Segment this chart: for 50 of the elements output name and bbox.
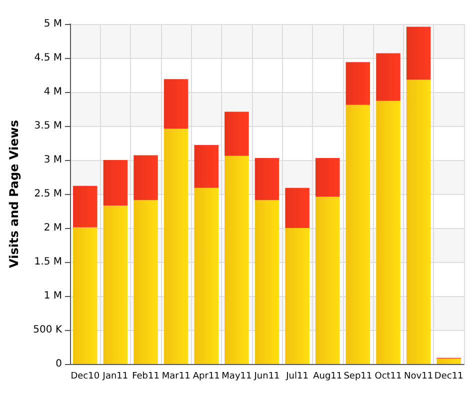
x-tick-label: May11 bbox=[222, 372, 252, 382]
bar bbox=[134, 200, 158, 364]
bar bbox=[315, 158, 340, 197]
bar bbox=[73, 186, 98, 228]
bar bbox=[436, 358, 461, 364]
y-tick-label: 2.5 M bbox=[34, 188, 62, 200]
bar bbox=[285, 188, 310, 228]
bar bbox=[406, 80, 431, 364]
bar bbox=[376, 100, 400, 364]
y-tick-label: 2 M bbox=[44, 222, 62, 234]
x-tick-label: Jul11 bbox=[285, 372, 308, 382]
x-tick-label: Feb11 bbox=[132, 372, 160, 382]
bar bbox=[224, 156, 249, 364]
x-tick-label: Mar11 bbox=[162, 372, 190, 382]
y-tick-label: 4.5 M bbox=[34, 52, 62, 64]
bar bbox=[164, 128, 188, 364]
bar bbox=[254, 200, 280, 364]
x-tick-label: Aug11 bbox=[313, 372, 342, 382]
bar bbox=[103, 206, 128, 364]
bar bbox=[164, 79, 188, 129]
y-tick-label: 4 M bbox=[44, 86, 62, 98]
bar bbox=[134, 155, 158, 200]
x-tick-label: Jun11 bbox=[253, 372, 280, 382]
bar bbox=[376, 53, 400, 101]
bar bbox=[224, 112, 249, 156]
y-tick-label: 3 M bbox=[44, 154, 62, 166]
y-tick-label: 3.5 M bbox=[34, 120, 62, 132]
bar bbox=[406, 26, 431, 80]
x-tick-label: Oct11 bbox=[374, 372, 402, 382]
bar bbox=[346, 62, 370, 105]
bar bbox=[194, 145, 219, 188]
y-tick-label: 1.5 M bbox=[34, 256, 62, 268]
bar bbox=[73, 227, 98, 364]
y-tick-label: 1 M bbox=[44, 290, 62, 302]
x-tick-label: Apr11 bbox=[192, 372, 220, 382]
y-tick-label: 5 M bbox=[44, 18, 62, 30]
x-tick-label: Dec11 bbox=[434, 372, 464, 382]
x-tick-label: Sep11 bbox=[344, 372, 372, 382]
bar bbox=[315, 196, 340, 364]
x-tick-label: Nov11 bbox=[404, 372, 434, 382]
y-tick-label: 500 K bbox=[33, 324, 62, 336]
bar bbox=[103, 160, 128, 206]
bar bbox=[346, 104, 370, 364]
bar bbox=[285, 228, 310, 364]
y-axis-title: Visits and Page Views bbox=[7, 120, 21, 268]
y-tick-label: 0 bbox=[56, 358, 62, 370]
bar bbox=[254, 158, 280, 200]
x-tick-label: Jan11 bbox=[102, 372, 128, 382]
bar bbox=[194, 188, 219, 364]
x-tick-label: Dec10 bbox=[70, 372, 100, 382]
